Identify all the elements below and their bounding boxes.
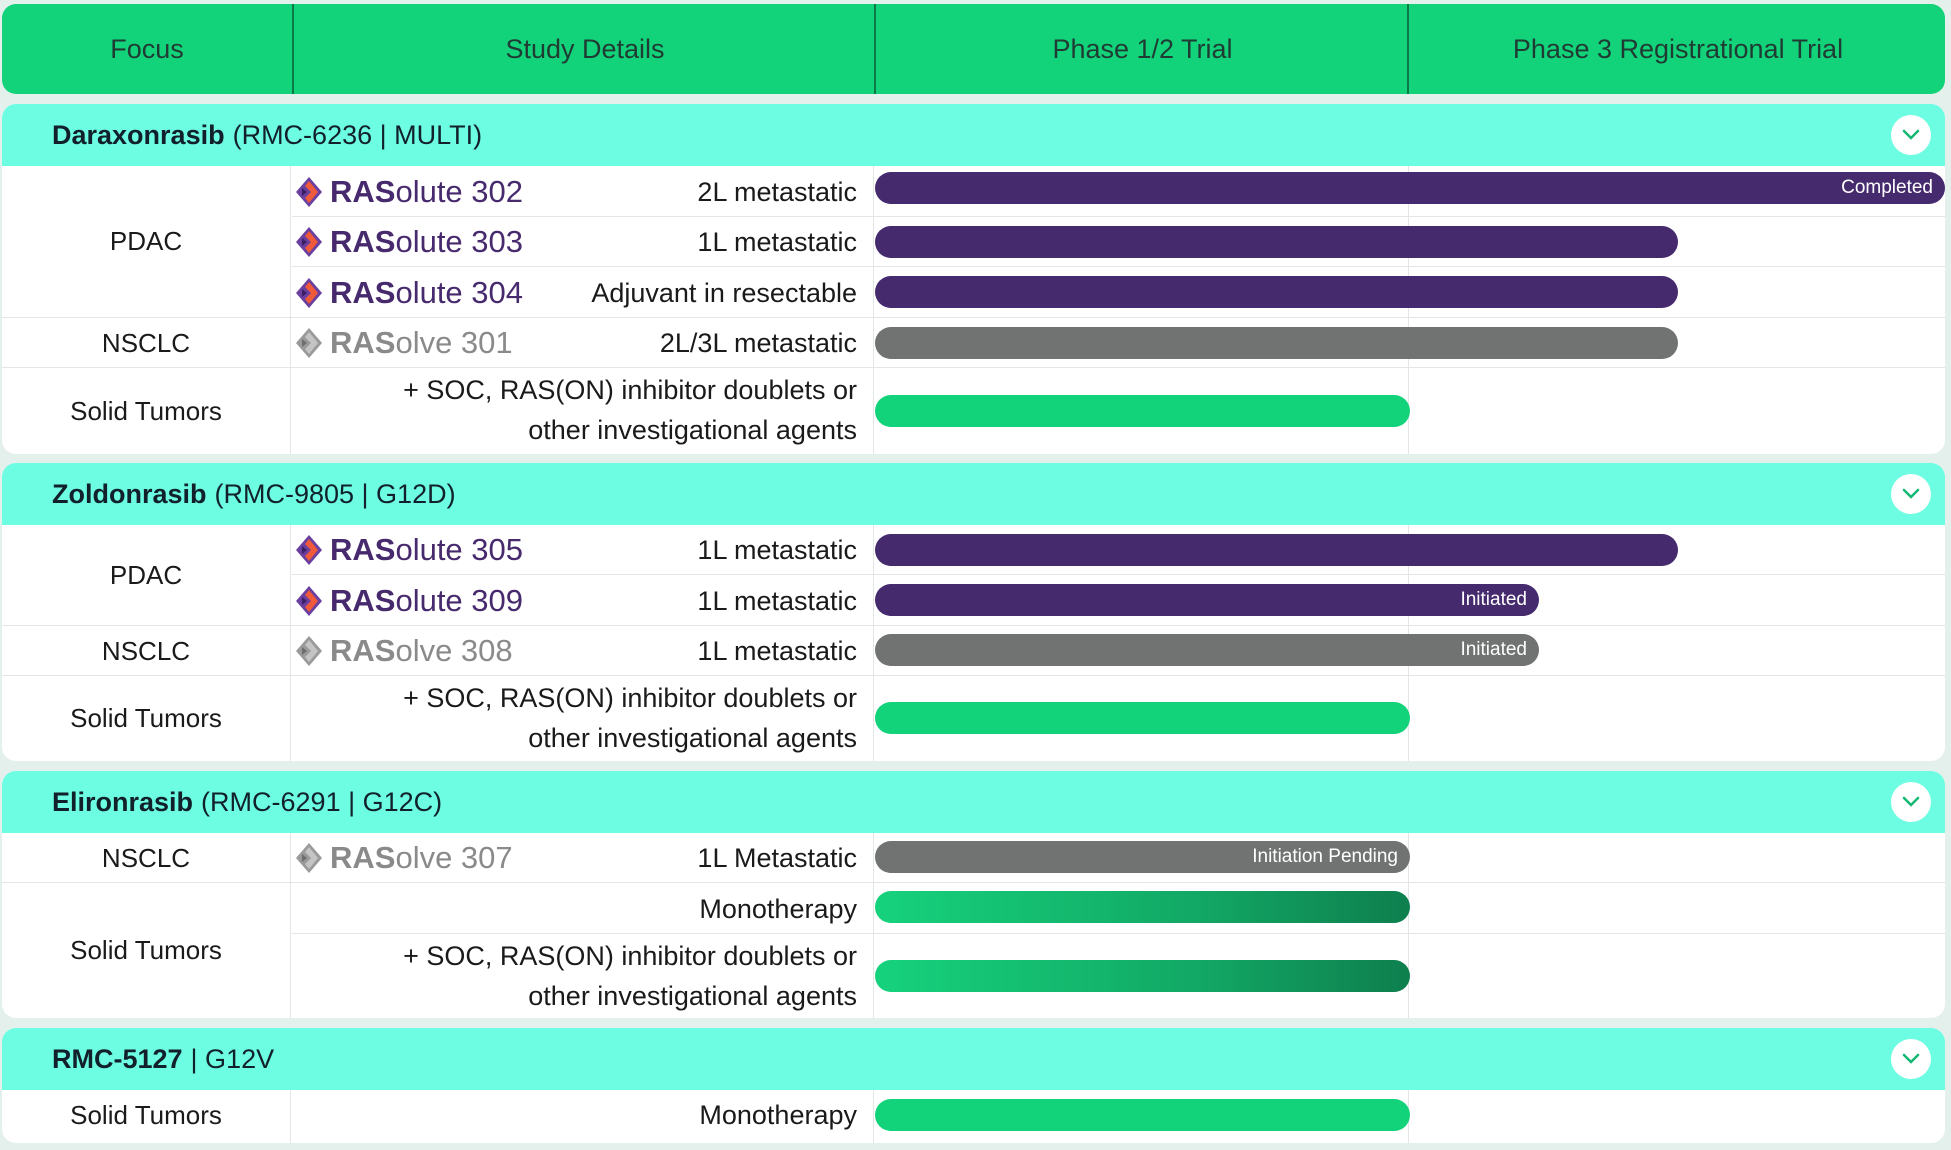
table-row: Solid Tumors Monotherapy <box>2 1090 1945 1140</box>
study-detail: Monotherapy <box>699 893 857 924</box>
section-rmc-5127: RMC-5127 | G12V Solid Tumors Monotherapy <box>2 1028 1945 1143</box>
section-title: RMC-5127 | G12V <box>52 1028 274 1090</box>
focus-nsclc: NSCLC <box>101 842 191 873</box>
status-badge: Completed <box>1841 177 1933 198</box>
chevron-down-icon[interactable] <box>1891 782 1931 822</box>
section-title: Zoldonrasib (RMC-9805 | G12D) <box>52 463 456 525</box>
focus-pdac: PDAC <box>109 559 183 590</box>
progress-bar <box>875 276 1678 308</box>
study-name[interactable]: RAS olve 308 <box>296 626 513 676</box>
rasolve-logo-icon <box>296 636 322 666</box>
chevron-down-icon[interactable] <box>1891 115 1931 155</box>
table-row: NSCLC RAS olve 308 1L metastatic Initiate… <box>2 626 1945 676</box>
section-daraxonrasib: Daraxonrasib (RMC-6236 | MULTI) PDAC RAS… <box>2 104 1945 454</box>
drug-name: RMC-5127 <box>52 1043 183 1074</box>
focus-nsclc: NSCLC <box>101 327 191 358</box>
rasolute-logo-icon <box>296 535 322 565</box>
study-detail: 1L metastatic <box>697 227 857 257</box>
chevron-down-icon[interactable] <box>1891 1039 1931 1079</box>
study-detail: 1L metastatic <box>697 636 857 666</box>
drug-tag: (RMC-9805 | G12D) <box>214 478 456 509</box>
status-badge: Initiated <box>1460 589 1527 610</box>
study-detail: 2L/3L metastatic <box>659 328 857 358</box>
study-detail: 1L metastatic <box>697 535 857 565</box>
col-phase12-header: Phase 1/2 Trial <box>874 4 1409 94</box>
table-row: Monotherapy <box>2 883 1945 934</box>
rasolve-logo-icon <box>296 843 322 873</box>
study-detail: + SOC, RAS(ON) inhibitor doublets or oth… <box>403 941 857 1011</box>
rasolute-logo-icon <box>296 176 322 207</box>
section-header[interactable]: Daraxonrasib (RMC-6236 | MULTI) <box>2 104 1945 166</box>
col-phase3-header: Phase 3 Registrational Trial <box>1407 4 1945 94</box>
table-row: RAS olute 304 Adjuvant in resectable <box>2 267 1945 318</box>
focus-solid-tumors: Solid Tumors <box>70 1099 222 1130</box>
progress-bar <box>875 534 1678 566</box>
study-detail: 1L Metastatic <box>697 843 857 873</box>
study-detail: Adjuvant in resectable <box>591 277 857 308</box>
section-elironrasib: Elironrasib (RMC-6291 | G12C) NSCLC RAS o… <box>2 771 1945 1018</box>
section-header[interactable]: Zoldonrasib (RMC-9805 | G12D) <box>2 463 1945 525</box>
progress-bar <box>875 1099 1410 1131</box>
section-header[interactable]: RMC-5127 | G12V <box>2 1028 1945 1090</box>
progress-bar <box>875 327 1678 359</box>
rasolve-logo-icon <box>296 328 322 358</box>
rasolute-logo-icon <box>296 277 322 308</box>
progress-bar <box>875 702 1410 734</box>
progress-bar: Initiated <box>875 584 1539 616</box>
focus-pdac: PDAC <box>109 225 183 256</box>
chevron-down-icon[interactable] <box>1891 474 1931 514</box>
status-badge: Initiated <box>1460 639 1527 660</box>
table-row: RAS olute 303 1L metastatic <box>2 217 1945 267</box>
table-row: Solid Tumors + SOC, RAS(ON) inhibitor do… <box>2 368 1945 454</box>
progress-bar <box>875 960 1410 992</box>
study-name[interactable]: RAS olve 307 <box>296 833 513 883</box>
study-detail: Monotherapy <box>699 1100 857 1130</box>
section-title: Elironrasib (RMC-6291 | G12C) <box>52 771 442 833</box>
drug-name: Zoldonrasib <box>52 478 207 509</box>
rasolute-logo-icon <box>296 227 322 257</box>
section-title: Daraxonrasib (RMC-6236 | MULTI) <box>52 104 482 166</box>
focus-nsclc: NSCLC <box>101 635 191 666</box>
table-row: NSCLC RAS olve 307 1L Metastatic Initiati… <box>2 833 1945 883</box>
table-row: NSCLC RAS olve 301 2L/3L metastatic <box>2 318 1945 368</box>
study-name[interactable]: RAS olve 301 <box>296 318 513 368</box>
progress-bar: Initiation Pending <box>875 841 1410 873</box>
progress-bar <box>875 395 1410 427</box>
focus-solid-tumors: Solid Tumors <box>70 935 222 965</box>
focus-solid-tumors: Solid Tumors <box>70 703 222 733</box>
study-detail: + SOC, RAS(ON) inhibitor doublets or oth… <box>403 375 857 445</box>
study-name[interactable]: RAS olute 305 <box>296 525 523 575</box>
progress-bar <box>875 226 1678 258</box>
status-badge: Initiation Pending <box>1252 846 1398 867</box>
study-name[interactable]: RAS olute 304 <box>296 267 523 318</box>
col-focus-header: Focus <box>110 33 184 64</box>
progress-bar: Completed <box>875 172 1945 204</box>
study-name[interactable]: RAS olute 303 <box>296 217 523 267</box>
table-row: + SOC, RAS(ON) inhibitor doublets or oth… <box>2 934 1945 1018</box>
col-study-header: Study Details <box>292 4 876 94</box>
table-row: RAS olute 309 1L metastatic Initiated <box>2 575 1945 626</box>
study-name[interactable]: RAS olute 309 <box>296 575 523 626</box>
drug-tag: | G12V <box>190 1043 275 1074</box>
table-header: Focus Study Details Phase 1/2 Trial Phas… <box>2 4 1945 94</box>
progress-bar: Initiated <box>875 634 1539 666</box>
table-row: RAS olute 305 1L metastatic <box>2 525 1945 575</box>
drug-name: Elironrasib <box>52 786 194 817</box>
drug-tag: (RMC-6236 | MULTI) <box>232 119 483 150</box>
study-detail: + SOC, RAS(ON) inhibitor doublets or oth… <box>403 683 857 753</box>
study-detail: 1L metastatic <box>697 585 857 616</box>
drug-tag: (RMC-6291 | G12C) <box>201 786 443 817</box>
section-zoldonrasib: Zoldonrasib (RMC-9805 | G12D) PDAC RAS ol… <box>2 463 1945 761</box>
table-row: Solid Tumors + SOC, RAS(ON) inhibitor do… <box>2 676 1945 761</box>
study-name[interactable]: RAS olute 302 <box>296 166 523 217</box>
table-row: RAS olute 302 2L metastatic Completed <box>2 166 1945 217</box>
study-detail: 2L metastatic <box>697 176 857 207</box>
rasolute-logo-icon <box>296 585 322 616</box>
drug-name: Daraxonrasib <box>52 119 225 150</box>
section-header[interactable]: Elironrasib (RMC-6291 | G12C) <box>2 771 1945 833</box>
focus-solid-tumors: Solid Tumors <box>70 395 222 426</box>
progress-bar <box>875 891 1410 923</box>
